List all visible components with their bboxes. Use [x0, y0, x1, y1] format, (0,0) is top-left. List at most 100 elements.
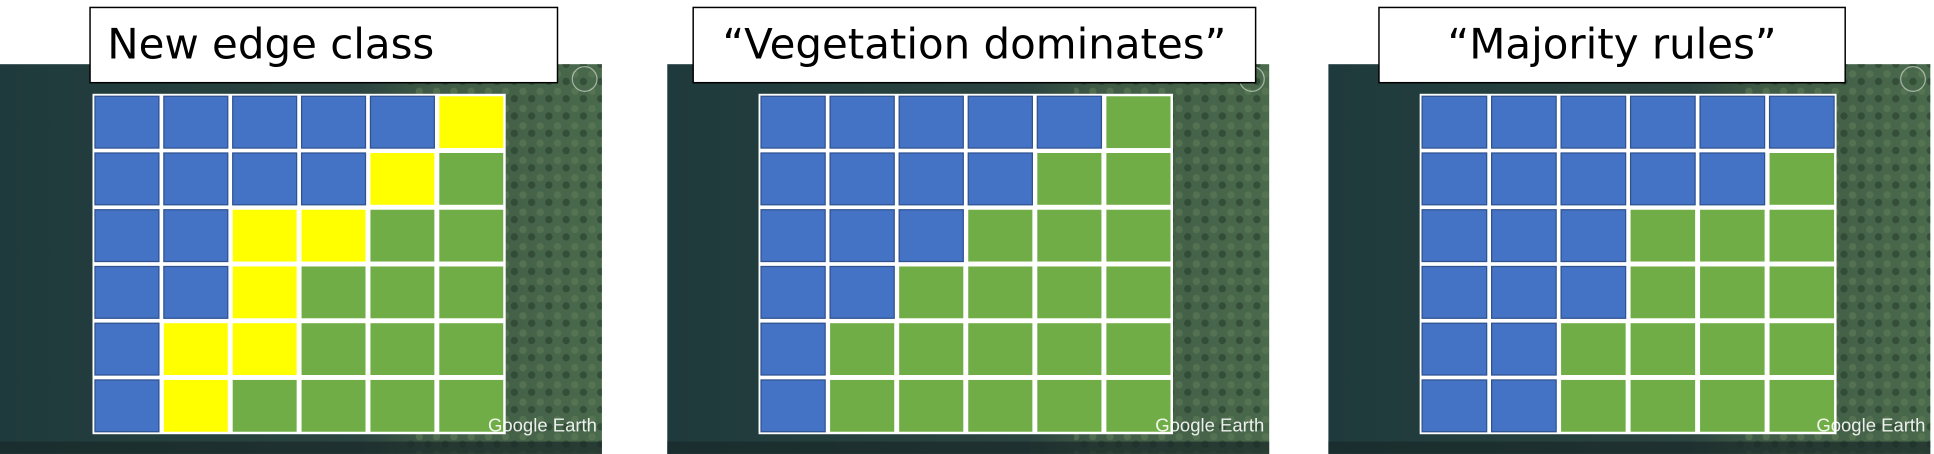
grid-cell [1630, 379, 1696, 432]
map-control [1900, 66, 1926, 92]
grid-cell [1421, 379, 1488, 433]
grid-cell [1700, 379, 1765, 432]
grid-cell [1106, 266, 1171, 319]
grid-cell [760, 95, 826, 149]
grid-cell [829, 95, 895, 149]
grid-cell [94, 209, 160, 263]
grid-cell [1630, 266, 1696, 319]
grid-cell [94, 265, 160, 319]
grid-cell [760, 322, 826, 376]
watermark: Google Earth [488, 415, 597, 436]
map-control [571, 66, 598, 92]
grid-cell [1106, 323, 1171, 376]
grid-cell [1106, 379, 1171, 432]
panel-title: “Vegetation dominates” [722, 19, 1226, 68]
grid-cell [439, 266, 504, 319]
grid-cell [898, 152, 964, 206]
watermark: Google Earth [1816, 415, 1925, 436]
panel-title: “Majority rules” [1448, 19, 1777, 68]
grid-cell [301, 323, 366, 376]
grid-cell [163, 152, 229, 206]
grid-cell [300, 95, 367, 149]
grid-cell [1490, 95, 1557, 149]
grid-cell [94, 95, 160, 149]
grid-cell [300, 152, 367, 206]
grid-cell [439, 379, 504, 432]
grid-cell [439, 209, 504, 262]
grid-cell [1700, 209, 1765, 262]
grid-cell [94, 322, 160, 376]
grid-cell [232, 209, 297, 262]
grid-cell [163, 379, 228, 432]
status-bar [667, 441, 1270, 454]
grid-cell [968, 323, 1033, 376]
grid-cell [439, 96, 504, 149]
title-box [1378, 6, 1846, 84]
grid-cell [1700, 323, 1765, 376]
grid-cell [1561, 323, 1626, 376]
grid-cell [898, 95, 964, 149]
grid-cell [1106, 209, 1171, 262]
status-bar [0, 441, 602, 454]
grid-cell [1630, 209, 1696, 262]
grid-cell [1769, 152, 1835, 205]
watermark: Google Earth [1155, 415, 1264, 436]
grid-cell [1700, 266, 1765, 319]
grid-cell [968, 266, 1033, 319]
grid-cell [1490, 379, 1557, 433]
grid-cell [370, 209, 435, 262]
grid-cell [760, 209, 826, 263]
grid-cell [1421, 152, 1488, 206]
grid-cell [760, 152, 826, 206]
grid-cell [369, 95, 435, 149]
grid-cell [1106, 96, 1171, 149]
grid-cell [898, 209, 964, 263]
grid-cell [1421, 265, 1488, 319]
grid-cell [830, 379, 895, 432]
panel: Google Earth “Majority rules” [1328, 6, 1931, 454]
grid-background [1419, 93, 1837, 435]
grid-cell [1769, 209, 1835, 262]
grid-cell [232, 323, 297, 376]
grid-cell [232, 95, 298, 149]
grid-cell [829, 209, 895, 263]
grid-background [92, 93, 506, 435]
grid-cell [967, 152, 1033, 206]
grid-cell [163, 95, 229, 149]
grid-cell [370, 379, 435, 432]
grid-cell [899, 266, 964, 319]
grid-cell [1037, 323, 1102, 376]
grid-cell [1490, 265, 1557, 319]
grid-cell [94, 152, 160, 206]
grid-cell [1421, 322, 1488, 376]
grid-cell [1036, 95, 1103, 149]
grid-cell [439, 152, 504, 205]
grid-cell [301, 266, 366, 319]
grid-cell [760, 265, 826, 319]
grid-cell [1037, 379, 1102, 432]
grid-cell [899, 379, 964, 432]
grid-cell [1561, 379, 1626, 432]
grid-cell [1629, 152, 1696, 206]
grid-cell [232, 152, 298, 206]
grid-cell [370, 266, 435, 319]
grid-cell [232, 266, 297, 319]
grid-cell [1768, 95, 1835, 149]
grid-cell [1490, 209, 1557, 263]
grid-cell [370, 323, 435, 376]
grid-cell [1629, 95, 1696, 149]
grid-cell [1769, 379, 1835, 432]
grid-cell [1699, 152, 1766, 206]
grid-cell [1490, 152, 1557, 206]
grid-cell [232, 379, 297, 432]
grid-cell [1630, 323, 1696, 376]
grid-cell [94, 379, 160, 433]
grid-cell [163, 209, 229, 263]
grid-cell [1769, 266, 1835, 319]
grid-cell [830, 323, 895, 376]
grid-cell [829, 152, 895, 206]
title-box [89, 6, 559, 84]
grid-cell [967, 95, 1033, 149]
